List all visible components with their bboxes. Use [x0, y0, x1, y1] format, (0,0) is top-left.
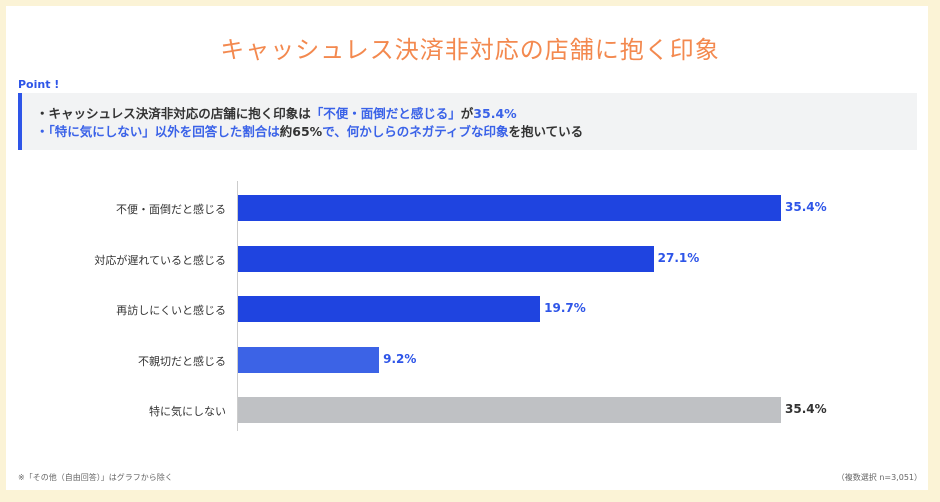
data-label: 27.1%	[657, 250, 700, 265]
text: 約65%	[279, 124, 323, 139]
bar	[238, 346, 380, 373]
bar	[238, 195, 781, 221]
y-axis-line	[237, 181, 238, 431]
data-label: 35.4%	[785, 200, 827, 214]
category-label: 不便・面倒だと感じる	[116, 203, 226, 216]
category-label: 特に気にしない	[149, 405, 226, 418]
text: を抱いている	[508, 124, 584, 139]
point-line-1: ・キャッシュレス決済非対応の店舗に抱く印象は「不便・面倒だと感じる」が35.4%	[36, 105, 917, 123]
point-line-2: ・「特に気にしない」以外を回答した割合は約65%で、何かしらのネガティブな印象を…	[36, 123, 917, 141]
highlight: で、何かしらのネガティブな印象	[322, 124, 509, 139]
text: ・キャッシュレス決済非対応の店舗に抱く印象は	[36, 106, 311, 121]
data-label: 35.4%	[785, 402, 827, 416]
bar	[238, 397, 781, 423]
page-title: キャッシュレス決済非対応の店舗に抱く印象	[220, 36, 720, 64]
data-label: 19.7%	[544, 301, 586, 315]
point-box: ・キャッシュレス決済非対応の店舗に抱く印象は「不便・面倒だと感じる」が35.4%…	[18, 93, 917, 150]
bar	[238, 245, 654, 272]
sample-size: （複数選択 n=3,051）	[836, 473, 922, 482]
category-label: 不親切だと感じる	[138, 354, 226, 368]
data-label: 9.2%	[383, 351, 417, 366]
text: が	[460, 106, 474, 121]
category-label: 再訪しにくいと感じる	[116, 304, 226, 317]
highlight: 35.4%	[473, 106, 517, 121]
category-label: 対応が遅れていると感じる	[94, 253, 226, 267]
highlight: 「不便・面倒だと感じる」	[310, 106, 461, 121]
text: ・「特に気にしない」以外を回答した割合は	[36, 124, 280, 139]
point-label: Point !	[18, 78, 60, 91]
bar	[238, 296, 541, 322]
footnote: ※「その他（自由回答）」はグラフから除く	[18, 473, 173, 482]
